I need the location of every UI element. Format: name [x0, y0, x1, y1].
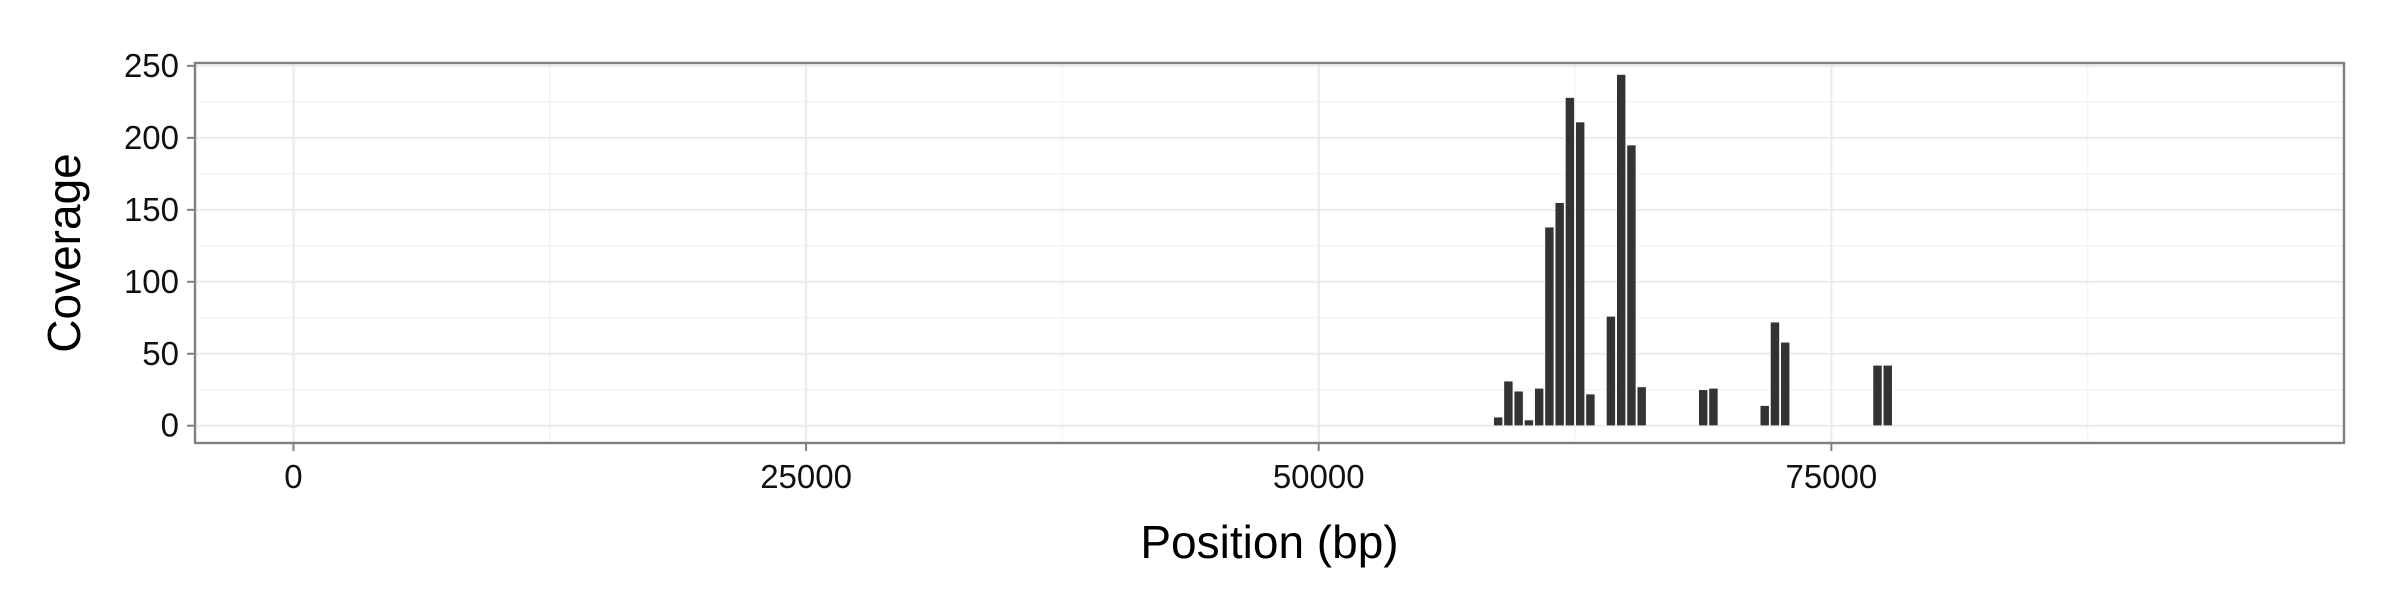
coverage-bar — [1534, 388, 1544, 427]
coverage-bar — [1606, 316, 1616, 427]
coverage-bar — [1759, 405, 1770, 427]
grid-layer — [195, 63, 2344, 443]
coverage-bar — [1575, 121, 1585, 427]
coverage-bar — [1524, 419, 1534, 427]
y-tick-label: 200 — [124, 119, 179, 156]
coverage-bar — [1565, 97, 1575, 427]
y-tick-label: 0 — [161, 407, 179, 444]
coverage-bar — [1554, 202, 1565, 427]
coverage-bar — [1780, 341, 1791, 427]
y-tick-label: 50 — [142, 335, 179, 372]
coverage-bar — [1698, 389, 1709, 427]
y-tick-label: 150 — [124, 191, 179, 228]
bar-layer — [1493, 74, 1893, 427]
coverage-bar — [1708, 388, 1719, 427]
coverage-bar — [1493, 416, 1503, 427]
y-axis-title: Coverage — [38, 153, 90, 352]
coverage-bar — [1626, 144, 1637, 427]
x-tick-label: 25000 — [760, 458, 852, 495]
y-tick-label: 100 — [124, 263, 179, 300]
coverage-bar — [1882, 364, 1893, 427]
coverage-bar — [1503, 380, 1514, 427]
coverage-bar — [1513, 390, 1524, 427]
x-tick-label: 75000 — [1785, 458, 1877, 495]
y-tick-label: 250 — [124, 47, 179, 84]
coverage-bar — [1872, 364, 1883, 427]
coverage-bar — [1585, 393, 1596, 427]
coverage-bar — [1616, 74, 1626, 427]
coverage-bar — [1770, 321, 1780, 427]
plot-panel-border — [193, 61, 2346, 445]
x-axis-title: Position (bp) — [1140, 516, 1398, 568]
x-tick-label: 50000 — [1273, 458, 1365, 495]
tick-layer: 0 25000 50000 75000 0 50 100 150 200 250 — [124, 47, 1877, 495]
x-tick-label: 0 — [284, 458, 302, 495]
coverage-bar — [1544, 226, 1555, 427]
coverage-bar — [1636, 386, 1647, 427]
